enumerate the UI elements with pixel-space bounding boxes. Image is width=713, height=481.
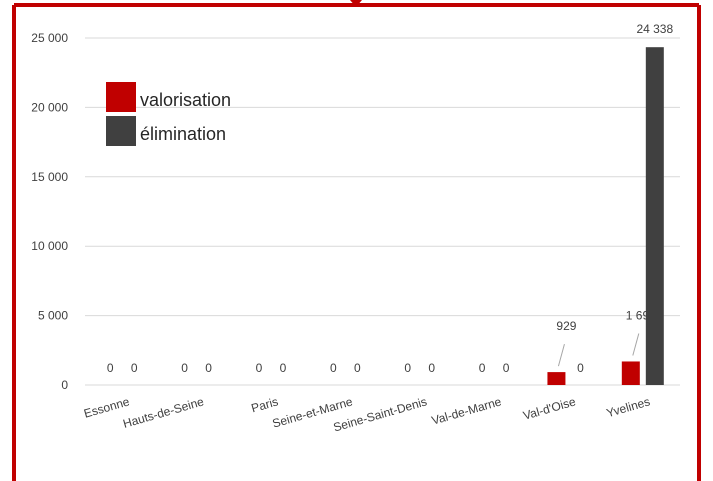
- legend-label: valorisation: [140, 90, 231, 110]
- x-category-label: Val-d'Oise: [521, 394, 577, 422]
- data-label: 0: [131, 361, 138, 375]
- bar-élimination: [645, 47, 664, 385]
- frame-top-marker: [350, 0, 362, 7]
- y-tick-label: 0: [61, 378, 68, 392]
- data-label: 0: [428, 361, 435, 375]
- data-label: 0: [503, 361, 510, 375]
- legend-label: élimination: [140, 124, 226, 144]
- data-label: 0: [280, 361, 287, 375]
- legend-swatch: [106, 116, 136, 146]
- data-label: 0: [354, 361, 361, 375]
- bar-valorisation: [621, 361, 640, 385]
- data-label: 0: [181, 361, 188, 375]
- y-tick-label: 25 000: [31, 31, 68, 45]
- x-category-label: Hauts-de-Seine: [121, 394, 205, 431]
- data-label: 24 338: [636, 22, 673, 36]
- data-label: 1 695: [626, 308, 656, 322]
- data-label: 0: [205, 361, 212, 375]
- data-label: 0: [577, 361, 584, 375]
- data-label: 0: [256, 361, 263, 375]
- y-tick-label: 20 000: [31, 100, 68, 114]
- data-label-leader: [557, 343, 565, 367]
- legend-swatch: [106, 82, 136, 112]
- data-label: 0: [107, 361, 114, 375]
- data-label: 0: [330, 361, 337, 375]
- data-label: 0: [404, 361, 411, 375]
- x-category-label: Paris: [250, 394, 280, 415]
- data-label-leader: [632, 333, 640, 356]
- y-tick-label: 10 000: [31, 239, 68, 253]
- data-label: 0: [479, 361, 486, 375]
- data-label: 929: [556, 319, 576, 333]
- bar-valorisation: [547, 372, 566, 385]
- x-category-label: Val-de-Marne: [430, 394, 503, 427]
- x-category-label: Yvelines: [605, 394, 652, 420]
- y-tick-label: 15 000: [31, 170, 68, 184]
- y-tick-label: 5 000: [38, 309, 68, 323]
